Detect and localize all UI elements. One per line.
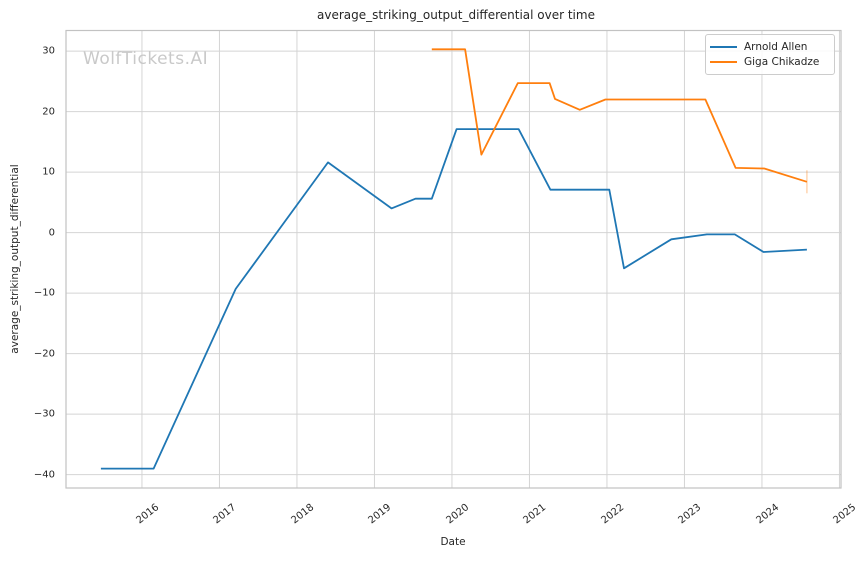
y-axis-label: average_striking_output_differential xyxy=(9,164,21,354)
legend-label-giga-chikadze: Giga Chikadze xyxy=(744,56,820,69)
legend-line-swatch-orange xyxy=(710,61,737,64)
chart-title: average_striking_output_differential ove… xyxy=(317,8,595,22)
legend-item-giga-chikadze: Giga Chikadze xyxy=(710,55,828,69)
watermark-text: WolfTickets.AI xyxy=(83,49,209,69)
series-line-1 xyxy=(431,48,808,183)
y-tick-label: −10 xyxy=(33,287,55,299)
y-tick-label: 0 xyxy=(48,227,55,239)
legend: Arnold Allen Giga Chikadze xyxy=(705,34,835,75)
x-axis-label: Date xyxy=(440,536,466,548)
y-tick-label: −20 xyxy=(33,348,55,360)
legend-line-swatch-blue xyxy=(710,45,737,48)
series-line-0 xyxy=(100,128,807,470)
y-tick-label: 20 xyxy=(42,106,55,118)
y-tick-label: 30 xyxy=(42,45,55,57)
y-tick-label: 10 xyxy=(42,166,55,178)
y-tick-label: −40 xyxy=(33,469,55,481)
legend-item-arnold-allen: Arnold Allen xyxy=(710,40,828,54)
legend-label-arnold-allen: Arnold Allen xyxy=(744,40,808,53)
axes-spines xyxy=(65,29,842,489)
y-tick-label: −30 xyxy=(33,408,55,420)
